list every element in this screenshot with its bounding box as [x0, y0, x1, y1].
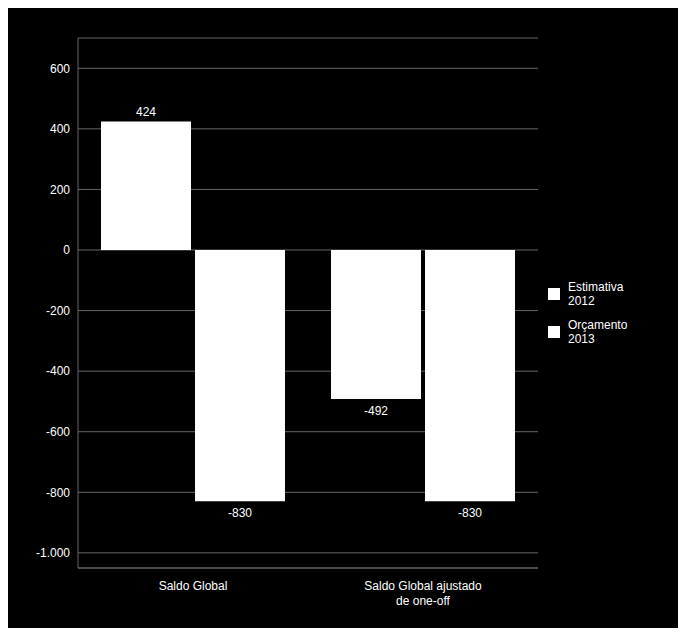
svg-text:-600: -600 — [46, 425, 70, 439]
svg-text:-492: -492 — [364, 404, 388, 418]
svg-text:400: 400 — [50, 122, 70, 136]
svg-text:-200: -200 — [46, 304, 70, 318]
html-text:2012: 2012 — [568, 294, 595, 308]
svg-text:-830: -830 — [228, 506, 252, 520]
svg-text:600: 600 — [50, 62, 70, 76]
html-text:Estimativa: Estimativa — [568, 280, 624, 294]
html-text:Orçamento: Orçamento — [568, 318, 628, 332]
svg-text:200: 200 — [50, 183, 70, 197]
html-text:2013: 2013 — [568, 332, 595, 346]
svg-text:Saldo Global ajustadode one-of: Saldo Global ajustadode one-off — [364, 579, 482, 608]
svg-text:Saldo Global: Saldo Global — [159, 579, 228, 593]
svg-text:-800: -800 — [46, 486, 70, 500]
svg-text:0: 0 — [63, 243, 70, 257]
svg-text:-400: -400 — [46, 364, 70, 378]
svg-text:-1.000: -1.000 — [36, 546, 70, 560]
svg-text:-830: -830 — [458, 506, 482, 520]
svg-text:424: 424 — [136, 105, 156, 119]
